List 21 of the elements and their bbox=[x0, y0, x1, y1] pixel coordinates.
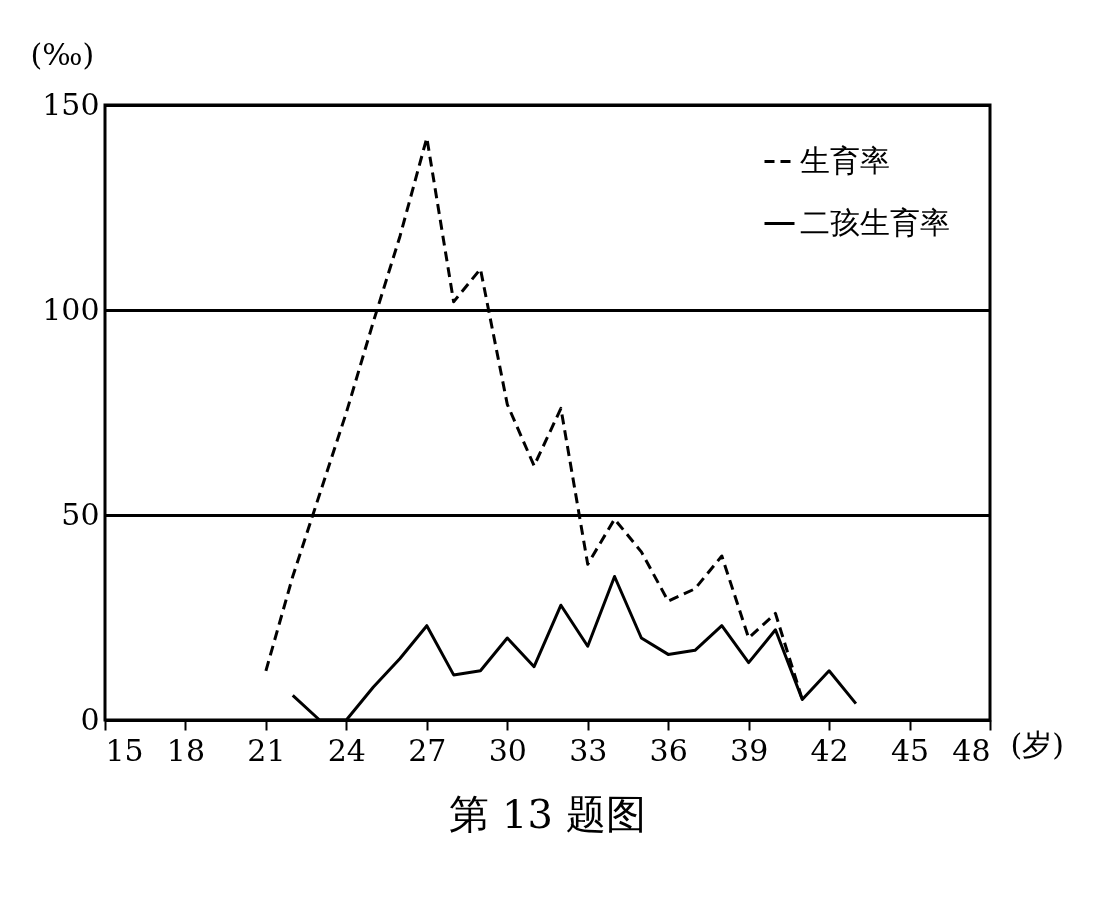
x-tick-label: 15 bbox=[105, 732, 144, 768]
x-tick-label: 33 bbox=[569, 732, 608, 768]
x-tick-label: 45 bbox=[890, 732, 930, 768]
y-tick-label: 0 bbox=[80, 701, 100, 737]
x-tick-label: 30 bbox=[488, 732, 527, 768]
y-tick-label: 150 bbox=[42, 86, 100, 122]
legend-label: 二孩生育率 bbox=[800, 204, 950, 240]
text: 第 13 题图 bbox=[449, 791, 646, 837]
x-tick-label: 39 bbox=[730, 732, 769, 768]
x-tick-label: 36 bbox=[649, 732, 688, 768]
x-tick-label: 21 bbox=[247, 732, 286, 768]
y-tick-label: 50 bbox=[61, 496, 100, 532]
x-tick-label: 42 bbox=[810, 732, 849, 768]
y-tick-label: 100 bbox=[42, 291, 100, 327]
legend-label: 生育率 bbox=[800, 142, 890, 178]
x-tick-label: 27 bbox=[408, 732, 447, 768]
x-tick-label: 24 bbox=[327, 732, 366, 768]
x-axis-title: (岁) bbox=[1010, 726, 1064, 762]
x-tick-label: 18 bbox=[166, 732, 206, 768]
y-axis-title: (‰) bbox=[30, 36, 95, 72]
x-tick-label: 48 bbox=[952, 732, 991, 768]
